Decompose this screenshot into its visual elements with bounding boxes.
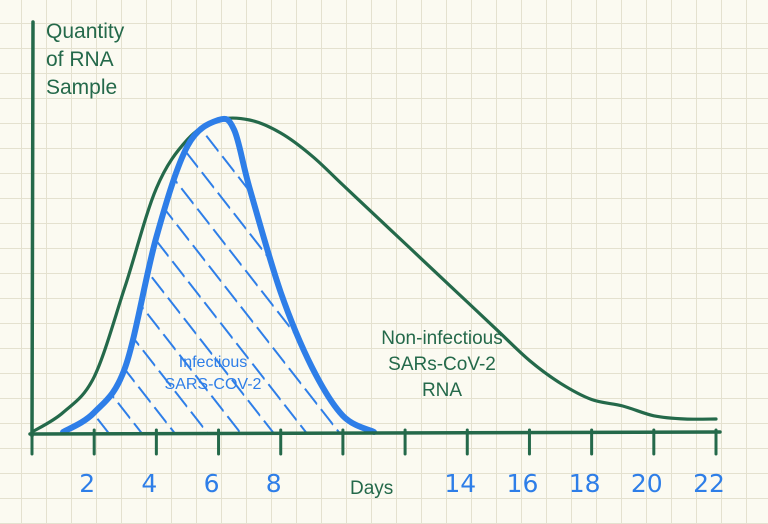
- x-tick-label-18: 18: [569, 469, 601, 498]
- x-tick-label-4: 4: [141, 469, 157, 498]
- series-non-infectious-sars-cov-2-rna-line: [30, 116, 718, 434]
- x-axis-line: [28, 430, 722, 436]
- series-infectious-sars-cov-2-line: [60, 115, 377, 435]
- y-axis-title-line-3: Sample: [46, 76, 118, 99]
- y-axis-title: Quantity of RNA Sample: [46, 18, 166, 102]
- non-infectious-annotation-line-3: RNA: [421, 380, 463, 401]
- x-tick-label-20: 20: [631, 469, 663, 498]
- y-axis-title-line-2: of RNA: [46, 48, 114, 71]
- infectious-annotation-line-1: Infectious: [178, 354, 248, 371]
- x-tick-label-16: 16: [507, 469, 539, 498]
- x-tick-label-22: 22: [693, 469, 725, 498]
- non-infectious-annotation-line-2: SARs-CoV-2: [388, 354, 496, 375]
- infectious-annotation: Infectious SARS-COV-2: [150, 352, 276, 396]
- infectious-annotation-line-2: SARS-COV-2: [164, 376, 262, 393]
- infectious-hatched-area: [63, 118, 374, 432]
- x-tick-label-14: 14: [444, 469, 476, 498]
- non-infectious-annotation: Non-infectious SARs-CoV-2 RNA: [356, 326, 528, 404]
- x-tick-label-8: 8: [266, 469, 282, 498]
- x-tick-label-2: 2: [79, 469, 95, 498]
- y-axis-line: [30, 20, 35, 438]
- x-axis-title: Days: [350, 478, 394, 499]
- non-infectious-annotation-line-1: Non-infectious: [381, 328, 503, 349]
- y-axis-title-line-1: Quantity: [46, 20, 125, 43]
- x-tick-label-6: 6: [204, 469, 220, 498]
